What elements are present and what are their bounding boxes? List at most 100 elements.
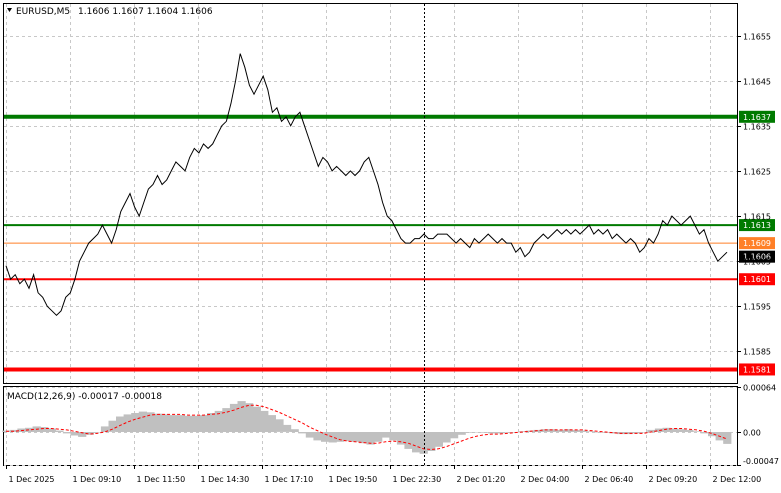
macd-bar (541, 429, 550, 432)
macd-signal-line (6, 404, 728, 451)
macd-bar (321, 432, 330, 442)
macd-bar (199, 415, 208, 432)
macd-bar (487, 432, 497, 434)
macd-bar (374, 432, 383, 442)
macd-bar (579, 430, 588, 432)
macd-title: MACD(12,26,9) -0.00017 -0.00018 (7, 392, 162, 402)
macd-bar (40, 427, 49, 432)
macd-bar (503, 432, 512, 433)
macd-bar (389, 432, 398, 441)
macd-bar (594, 432, 603, 433)
macd-series (2, 401, 732, 454)
macd-bar (245, 403, 254, 432)
macd-bar (252, 406, 261, 432)
dropdown-triangle-icon[interactable] (7, 8, 12, 12)
macd-bar (116, 416, 125, 432)
macd-bar (548, 429, 557, 432)
macd-y-tick-label: -0.00047 (743, 457, 779, 466)
macd-bar (93, 432, 102, 433)
macd-bar (305, 432, 314, 438)
macd-y-tick-label: 0.00 (743, 429, 761, 438)
macd-bar (214, 410, 223, 432)
macd-bar (692, 431, 701, 432)
axes: 1.1655 1.1645 1.1635 1.1625 1.1615 1.1605 1.15… (6, 33, 779, 484)
level-price-label: 1.1613 (743, 221, 771, 230)
macd-bar (351, 432, 360, 442)
y-tick-label: 1.1605 (743, 258, 771, 267)
macd-bar (229, 403, 239, 432)
macd-bar (343, 432, 352, 442)
macd-bar (85, 432, 94, 435)
macd-bar (708, 432, 717, 437)
level-price-tag (739, 219, 775, 232)
macd-bar (176, 415, 185, 432)
macd-bar (381, 432, 390, 438)
x-tick-label: 2 Dec 04:00 (521, 475, 570, 484)
macd-bar (275, 419, 284, 432)
macd-bar (654, 428, 664, 432)
macd-bar (25, 427, 34, 432)
macd-bar (207, 413, 216, 432)
horizontal-levels[interactable]: 1.1637 1.1613 1.1609 1.1606 1.1601 1.1581 (4, 110, 775, 376)
macd-bar (237, 401, 246, 432)
level-price-tag (739, 237, 775, 250)
macd-bar (404, 432, 413, 449)
macd-bar (298, 432, 307, 434)
x-tick-label: 2 Dec 01:20 (457, 475, 506, 484)
macd-bar (131, 413, 140, 432)
price-line (5, 53, 728, 316)
macd-bar (366, 432, 375, 445)
macd-bar (290, 429, 299, 432)
macd-bar (222, 408, 231, 432)
macd-bar (427, 432, 436, 451)
macd-bar (108, 420, 117, 432)
macd-bar (465, 432, 474, 433)
level-price-label: 1.1606 (743, 253, 771, 262)
macd-y-tick-label: 0.00064 (743, 384, 776, 393)
level-price-tag (739, 110, 775, 123)
macd-bar (632, 432, 641, 434)
macd-bar (336, 432, 345, 442)
x-tick-label: 1 Dec 22:30 (393, 475, 442, 484)
macd-bar (146, 412, 155, 432)
macd-bar (47, 428, 56, 432)
macd-bar (161, 414, 170, 432)
level-price-label: 1.1601 (743, 275, 771, 284)
macd-bar (100, 426, 110, 432)
macd-bar (55, 430, 64, 432)
macd-bar (685, 429, 694, 432)
main-pane-frame (3, 3, 738, 384)
y-tick-label: 1.1585 (743, 348, 771, 357)
grid-lines (4, 4, 737, 466)
level-price-label: 1.1637 (743, 113, 771, 122)
y-tick-label: 1.1645 (743, 78, 771, 87)
y-tick-label: 1.1625 (743, 168, 771, 177)
macd-bar (328, 432, 337, 443)
x-tick-label: 1 Dec 14:30 (201, 475, 250, 484)
macd-bar (70, 432, 79, 436)
x-tick-label: 1 Dec 17:10 (265, 475, 314, 484)
y-tick-label: 1.1595 (743, 303, 771, 312)
ohlc-values: 1.1606 1.1607 1.1604 1.1606 (78, 7, 213, 17)
y-tick-label: 1.1615 (743, 213, 771, 222)
macd-bar (358, 432, 368, 444)
level-price-label: 1.1609 (743, 239, 771, 248)
macd-bar (450, 432, 459, 439)
macd-bar (313, 432, 322, 441)
macd-bar (78, 432, 87, 437)
macd-bar (442, 432, 451, 443)
x-tick-label: 1 Dec 19:50 (329, 475, 378, 484)
macd-bar (624, 432, 633, 435)
y-tick-label: 1.1635 (743, 123, 771, 132)
x-tick-label: 1 Dec 2025 (9, 475, 55, 484)
x-tick-label: 2 Dec 12:00 (713, 475, 762, 484)
macd-bar (396, 432, 406, 445)
macd-bar (571, 429, 580, 432)
y-tick-label: 1.1655 (743, 33, 771, 42)
macd-bar (260, 410, 269, 432)
macd-bar (480, 432, 489, 433)
level-price-tag (739, 273, 775, 286)
macd-bar (495, 432, 504, 434)
